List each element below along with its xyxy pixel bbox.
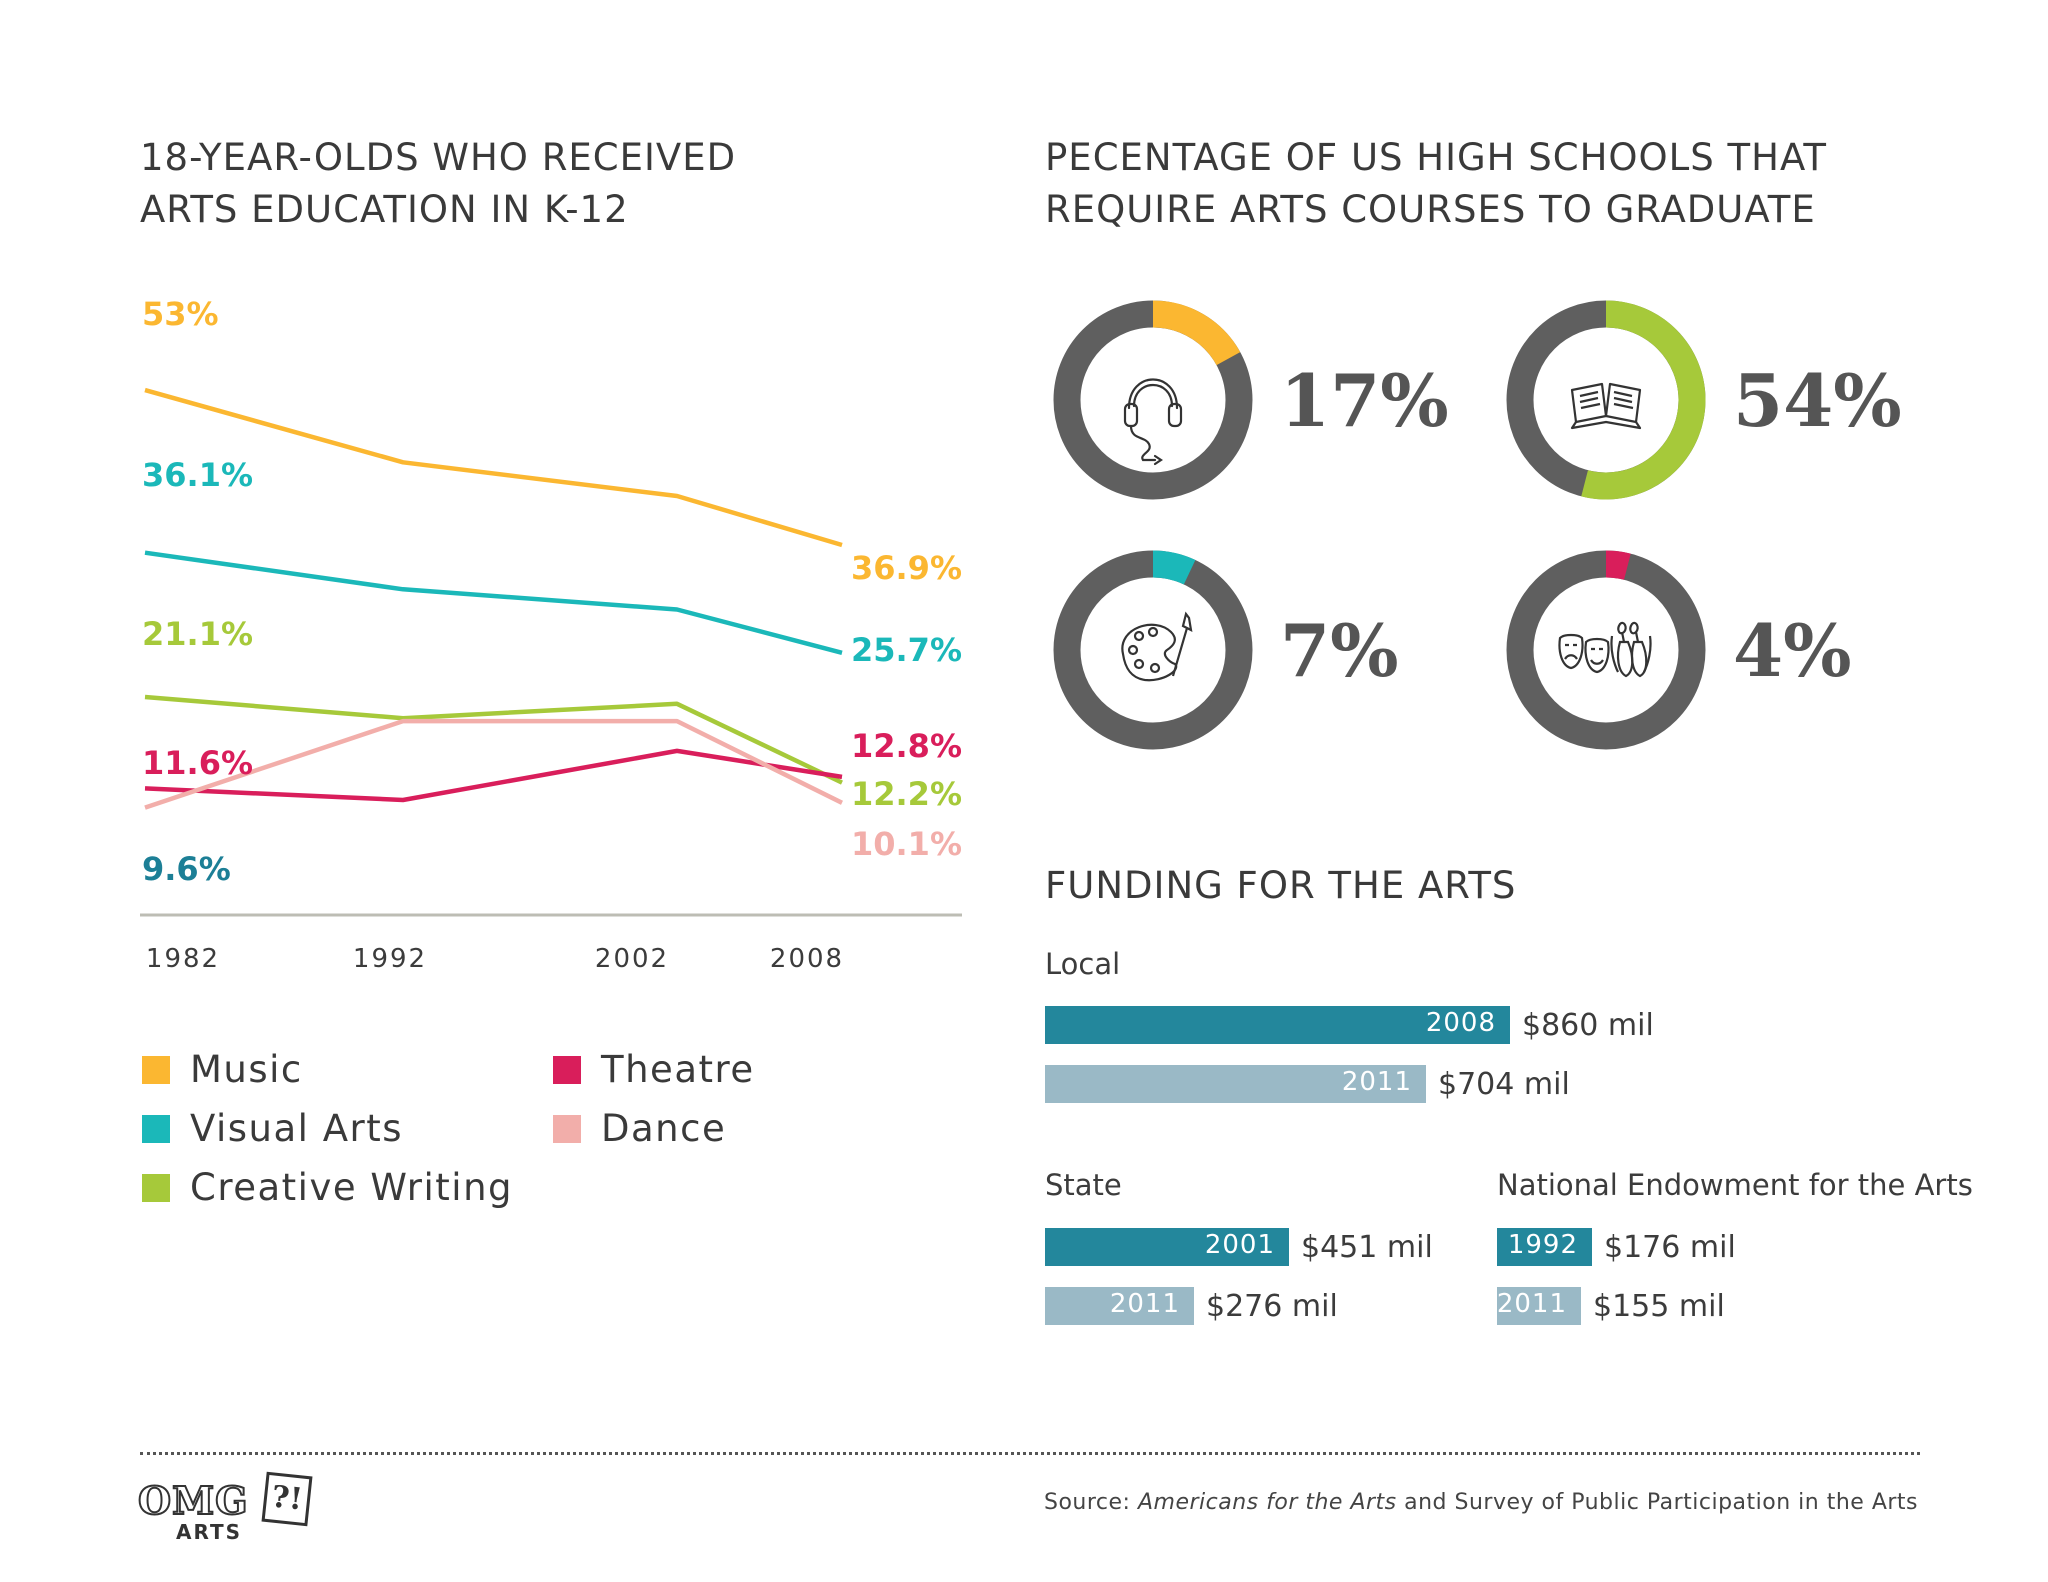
legend-label: Music: [190, 1048, 303, 1091]
end-value-label: 25.7%: [851, 631, 962, 669]
line-chart-title: 18-YEAR-OLDS WHO RECEIVED ARTS EDUCATION…: [140, 132, 736, 236]
legend-item-dance: Dance: [553, 1107, 726, 1150]
bar-year-label: 2008: [1425, 1008, 1496, 1038]
donut-music: [1053, 300, 1253, 500]
end-value-label: 12.8%: [851, 727, 962, 765]
x-tick-label: 1992: [353, 944, 427, 974]
bar-value-label: $155 mil: [1593, 1289, 1725, 1324]
donut-slice: [1581, 300, 1706, 500]
start-value-label: 21.1%: [142, 615, 253, 653]
omg-arts-logo: OMG ?! ARTS: [137, 1471, 318, 1548]
line-chart-title-line1: 18-YEAR-OLDS WHO RECEIVED: [140, 136, 737, 179]
donut-chart-title-line2: REQUIRE ARTS COURSES TO GRADUATE: [1045, 188, 1816, 231]
bar-nea-1992: 1992: [1497, 1228, 1592, 1266]
legend-swatch: [142, 1114, 170, 1143]
bar-year-label: 2001: [1204, 1230, 1275, 1260]
source-note: Source: Americans for the Arts and Surve…: [1044, 1490, 1918, 1515]
donut-hole: [1081, 578, 1225, 722]
x-tick-label: 1982: [146, 944, 220, 974]
donut-hole: [1534, 328, 1678, 472]
series-line-visual-arts: [144, 550, 843, 655]
source-suffix: and Survey of Public Participation in th…: [1396, 1490, 1918, 1515]
start-value-label: 11.6%: [142, 744, 253, 782]
donut-value-label: 54%: [1733, 358, 1902, 443]
open-book-icon: [1570, 382, 1642, 430]
bar-state-2011: 2011: [1045, 1287, 1194, 1325]
bar-state-2001: 2001: [1045, 1228, 1289, 1266]
start-value-label: 53%: [142, 295, 219, 333]
end-value-label: 10.1%: [851, 825, 962, 863]
legend-swatch: [553, 1055, 581, 1084]
bar-value-label: $704 mil: [1438, 1067, 1570, 1102]
headphones-icon: [1123, 378, 1183, 466]
funding-state-label: State: [1045, 1168, 1122, 1202]
donut-value-label: 7%: [1280, 608, 1399, 693]
donut-visual-arts: [1053, 550, 1253, 750]
series-line-creative-writing: [144, 694, 843, 785]
bar-nea-2011: 2011: [1497, 1287, 1581, 1325]
legend-label: Creative Writing: [190, 1166, 514, 1209]
donut-value-label: 17%: [1280, 358, 1449, 443]
legend-item-theatre: Theatre: [553, 1048, 755, 1091]
legend-swatch: [142, 1173, 170, 1202]
bar-year-label: 2011: [1496, 1289, 1567, 1319]
legend-label: Theatre: [601, 1048, 755, 1091]
bar-year-label: 2011: [1109, 1289, 1180, 1319]
logo-text-arts: ARTS: [176, 1520, 243, 1544]
legend-swatch: [142, 1055, 170, 1084]
donut-hole: [1081, 328, 1225, 472]
end-value-label: 12.2%: [851, 775, 962, 813]
donut-slice: [1605, 550, 1631, 580]
start-value-label: 36.1%: [142, 456, 253, 494]
bar-value-label: $860 mil: [1522, 1008, 1654, 1043]
source-italic: Americans for the Arts: [1137, 1490, 1397, 1515]
donut-chart-title: PECENTAGE OF US HIGH SCHOOLS THAT REQUIR…: [1045, 132, 1827, 236]
x-tick-label: 2008: [770, 944, 844, 974]
bar-local-2011: 2011: [1045, 1065, 1426, 1103]
donut-creative-writing: [1506, 300, 1706, 500]
footer-divider: [140, 1452, 1920, 1455]
bar-value-label: $451 mil: [1301, 1230, 1433, 1265]
line-chart: 1982 1992 2002 2008 53% 36.1% 21.1% 11.6% 9.6% 36…: [140, 295, 962, 974]
x-tick-label: 2002: [595, 944, 669, 974]
bar-year-label: 1992: [1507, 1230, 1578, 1260]
palette-icon: [1121, 611, 1193, 682]
donut-hole: [1534, 578, 1678, 722]
donut-theatre-dance: [1506, 550, 1706, 750]
bar-value-label: $176 mil: [1604, 1230, 1736, 1265]
bar-year-label: 2011: [1341, 1067, 1412, 1097]
source-prefix: Source:: [1044, 1490, 1138, 1515]
legend-label: Dance: [601, 1107, 727, 1150]
funding-title: FUNDING FOR THE ARTS: [1045, 864, 1517, 907]
legend-swatch: [553, 1114, 581, 1143]
donut-charts: 17% 54% 7% 4%: [1053, 300, 1902, 750]
donut-slice: [1152, 300, 1241, 366]
legend-item-music: Music: [142, 1048, 303, 1091]
line-chart-title-line2: ARTS EDUCATION IN K-12: [140, 188, 629, 231]
bar-value-label: $276 mil: [1206, 1289, 1338, 1324]
start-value-label: 9.6%: [142, 850, 231, 888]
donut-chart-title-line1: PECENTAGE OF US HIGH SCHOOLS THAT: [1045, 136, 1827, 179]
legend-item-visual-arts: Visual Arts: [142, 1107, 403, 1150]
funding-local-label: Local: [1045, 947, 1121, 981]
logo-badge: ?!: [261, 1471, 313, 1527]
legend-label: Visual Arts: [190, 1107, 404, 1150]
legend-item-creative-writing: Creative Writing: [142, 1166, 513, 1209]
logo-text-omg: OMG: [137, 1477, 249, 1524]
donut-value-label: 4%: [1733, 608, 1852, 693]
donut-slice: [1152, 550, 1196, 585]
funding-nea-label: National Endowment for the Arts: [1497, 1168, 1973, 1202]
bar-local-2008: 2008: [1045, 1006, 1510, 1044]
theatre-masks-ballet-shoes-icon: [1558, 621, 1652, 678]
series-line-dance: [144, 718, 843, 810]
series-line-music: [144, 387, 843, 548]
end-value-label: 36.9%: [851, 549, 962, 587]
